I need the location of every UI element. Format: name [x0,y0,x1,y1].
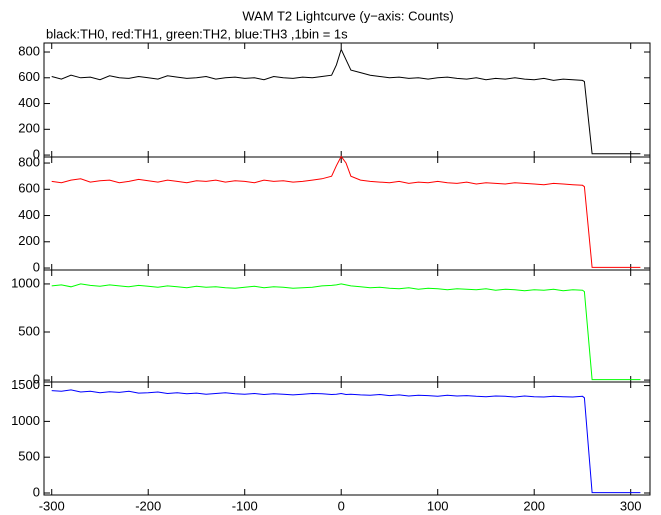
y-tick-label: 0 [33,147,40,162]
y-tick-label: 200 [18,233,40,248]
x-tick-label: 0 [338,498,345,513]
y-tick-label: 1500 [11,377,40,392]
lightcurve-line [51,389,641,494]
x-tick-label: 200 [523,498,545,513]
y-tick-label: 800 [18,154,40,169]
x-tick-label: -200 [135,498,161,513]
plot-frame [43,381,651,496]
x-tick-label: -100 [232,498,258,513]
lightcurve-line [51,48,641,155]
lightcurve-line [51,155,641,268]
x-tick-label: 100 [427,498,449,513]
plot-frame [43,42,651,158]
y-tick-label: 500 [18,323,40,338]
plot-frame [43,269,651,383]
chart-subtitle: black:TH0, red:TH1, green:TH2, blue:TH3 … [46,26,348,41]
x-tick-label: 300 [620,498,642,513]
y-tick-label: 1000 [11,413,40,428]
y-tick-label: 400 [18,207,40,222]
y-tick-label: 200 [18,121,40,136]
y-tick-label: 0 [33,484,40,499]
plot-frame [43,156,651,271]
y-tick-label: 0 [33,259,40,274]
y-tick-label: 500 [18,449,40,464]
chart-title: WAM T2 Lightcurve (y−axis: Counts) [242,8,453,23]
lightcurve-line [51,283,641,381]
y-tick-label: 400 [18,95,40,110]
y-tick-label: 0 [33,372,40,387]
y-tick-label: 600 [18,69,40,84]
y-tick-label: 800 [18,43,40,58]
y-tick-label: 600 [18,181,40,196]
x-tick-label: -300 [39,498,65,513]
y-tick-label: 1000 [11,275,40,290]
